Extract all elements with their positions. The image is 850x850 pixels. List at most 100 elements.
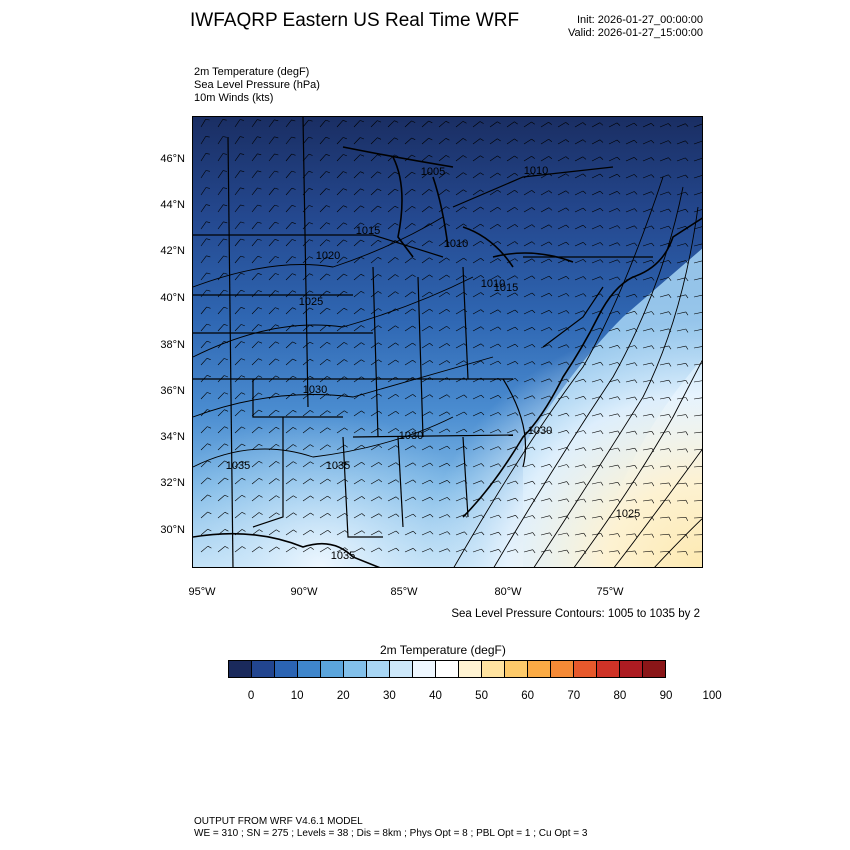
wind-barb xyxy=(608,430,618,434)
wind-barb xyxy=(285,358,293,366)
wind-barb-flag xyxy=(531,155,535,159)
wind-barb-flag xyxy=(429,360,434,364)
wind-barb xyxy=(370,325,379,332)
wind-barb-flag xyxy=(241,494,246,498)
wind-barb xyxy=(251,529,260,536)
wind-barb xyxy=(676,226,686,230)
wind-barb-flag xyxy=(668,448,672,453)
pressure-label: 1035 xyxy=(331,550,355,562)
wind-barb-flag xyxy=(464,548,468,553)
wind-barb-flag xyxy=(446,394,451,398)
wind-barb xyxy=(217,119,224,128)
wind-barb-flag xyxy=(241,512,246,515)
pressure-label: 1015 xyxy=(494,282,518,294)
wind-barb-flag xyxy=(310,546,314,550)
wind-barb xyxy=(625,362,635,366)
wind-barb xyxy=(557,310,567,315)
wind-barb xyxy=(693,483,702,485)
wind-barb-flag xyxy=(566,327,570,331)
wind-barb-flag xyxy=(497,377,502,382)
wind-barb xyxy=(285,529,294,536)
wind-barb xyxy=(642,362,652,366)
wind-barb xyxy=(506,412,516,417)
wind-barb xyxy=(455,463,465,468)
wind-barb-flag xyxy=(514,292,519,296)
wind-barb xyxy=(319,205,327,213)
wind-barb-flag xyxy=(377,120,382,123)
wind-barb xyxy=(336,547,345,553)
wind-barb xyxy=(404,206,413,213)
wind-barb xyxy=(540,446,550,451)
wind-barb-flag xyxy=(309,410,314,413)
wind-barb-flag xyxy=(685,397,689,402)
wind-barb-flag xyxy=(481,463,485,467)
wind-barb-flag xyxy=(308,153,313,156)
wind-barb xyxy=(540,292,550,298)
wind-barb xyxy=(455,411,465,417)
wind-barb xyxy=(591,413,601,417)
wind-barb-flag xyxy=(668,362,672,367)
wind-barb xyxy=(319,171,327,179)
wind-barb-flag xyxy=(292,341,297,344)
wind-barb xyxy=(676,123,686,128)
wind-barb-flag xyxy=(258,409,263,413)
wind-barb-flag xyxy=(446,360,451,364)
wind-barb xyxy=(659,277,669,281)
wind-barb-flag xyxy=(429,445,434,449)
wind-barb xyxy=(302,393,311,400)
wind-barb xyxy=(268,153,275,162)
wind-barb-flag xyxy=(600,379,604,383)
wind-barb-flag xyxy=(377,239,382,243)
wind-barb-flag xyxy=(548,241,553,245)
wind-barb xyxy=(693,414,702,417)
wind-barb-flag xyxy=(223,289,228,292)
pressure-label: 1010 xyxy=(524,165,548,177)
wind-barb-flag xyxy=(582,259,587,263)
wind-barb xyxy=(200,443,208,451)
wind-barb xyxy=(608,499,618,502)
wind-barb xyxy=(608,327,618,332)
wind-barb xyxy=(506,155,515,162)
wind-barb xyxy=(217,307,225,315)
wind-barb xyxy=(234,255,242,264)
wind-barb xyxy=(676,517,687,519)
wind-barb xyxy=(642,413,652,417)
wind-barb xyxy=(608,550,618,553)
wind-barb xyxy=(506,429,516,434)
svg-text:1030: 1030 xyxy=(528,425,552,437)
wind-barb xyxy=(302,136,310,145)
wind-barb-flag xyxy=(463,394,468,398)
wind-barb xyxy=(540,327,550,332)
wind-barb xyxy=(387,257,396,264)
wind-barb xyxy=(506,497,516,502)
wind-barb xyxy=(319,154,327,162)
wind-barb xyxy=(642,277,652,281)
wind-barb xyxy=(285,239,293,247)
wind-barb-flag xyxy=(651,157,655,161)
wind-barb xyxy=(455,121,464,128)
wind-barb-flag xyxy=(275,307,280,310)
wind-barb-flag xyxy=(531,224,536,228)
wind-barb-flag xyxy=(394,188,399,192)
wind-barb xyxy=(591,481,601,485)
colorbar-label: 10 xyxy=(290,690,304,702)
wind-barb xyxy=(285,478,294,485)
wind-barb-flag xyxy=(600,396,604,400)
wind-barb xyxy=(676,294,686,298)
wind-barb xyxy=(336,359,345,366)
wind-barb-flag xyxy=(463,309,468,313)
wind-barb xyxy=(523,361,533,366)
wind-barb-flag xyxy=(583,498,587,503)
wind-barb xyxy=(506,549,516,553)
wind-barb-flag xyxy=(412,274,416,278)
field-label-temperature: 2m Temperature (degF) xyxy=(194,66,310,78)
wind-barb xyxy=(608,310,618,315)
wind-barb xyxy=(540,464,550,468)
wind-barb-flag xyxy=(327,427,331,431)
wind-barb-flag xyxy=(292,375,297,379)
wind-barb-flag xyxy=(497,292,502,296)
wind-barb xyxy=(523,292,533,298)
wind-barb xyxy=(421,120,429,128)
wind-barb xyxy=(608,139,618,145)
wind-barb-flag xyxy=(514,241,519,245)
